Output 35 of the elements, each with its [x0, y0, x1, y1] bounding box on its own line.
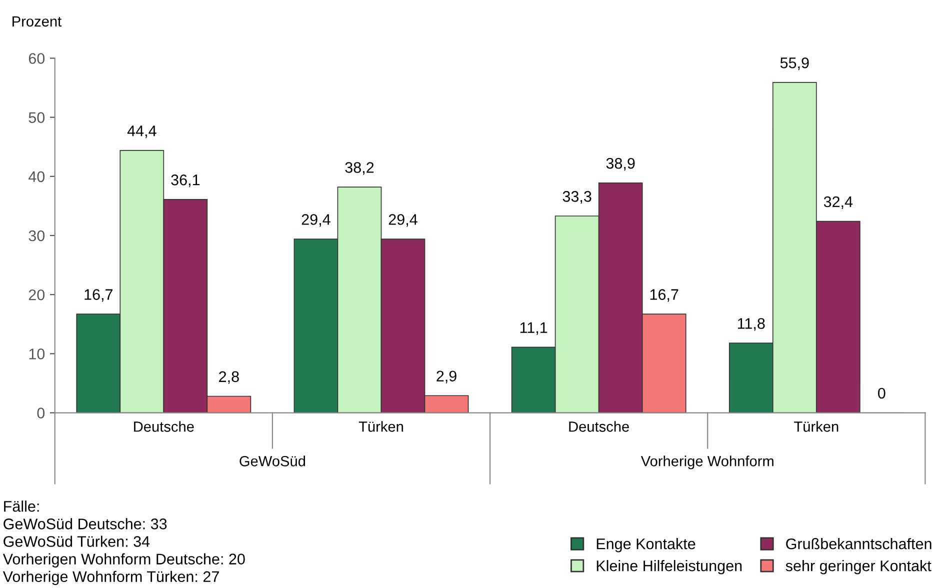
legend-label: Kleine Hilfeleistungen [596, 560, 742, 574]
x-tick-label: Türken [358, 421, 403, 432]
legend-label: sehr geringer Kontakt [786, 560, 932, 574]
y-tick-label: 0 [37, 408, 45, 418]
data-label: 32,4 [824, 196, 853, 209]
text: Vorherige Wohnform [640, 456, 774, 470]
x-tick-label: Deutsche [134, 421, 194, 432]
data-label: 16,7 [650, 289, 678, 302]
y-tick-label: 40 [28, 171, 45, 182]
data-label: 11,1 [520, 322, 548, 335]
data-label: 36,1 [171, 174, 200, 188]
data-label: 16,7 [84, 289, 112, 302]
y-axis-title: Prozent [12, 16, 62, 27]
y-tick-label: 50 [28, 112, 45, 123]
data-label: 44,4 [127, 126, 156, 138]
data-label: 29,4 [302, 214, 330, 227]
legend-label: Enge Kontakte [596, 538, 696, 552]
data-label: 2,9 [436, 370, 456, 384]
data-label: 29,4 [388, 214, 418, 227]
x-tick-label: Türken [794, 421, 838, 432]
y-tick-label: 10 [29, 348, 45, 360]
data-label: 38,9 [606, 158, 635, 171]
data-label: 55,9 [780, 57, 809, 70]
data-label: 2,8 [219, 371, 239, 384]
text: GeWoSüd [240, 456, 306, 466]
y-tick-label: 30 [28, 230, 45, 242]
data-label: 11,8 [738, 318, 765, 331]
x-tick-label: Deutsche [569, 421, 629, 432]
legend-label: Grußbekanntschaften [786, 538, 932, 550]
data-label: 0 [878, 388, 886, 399]
data-label: 38,2 [345, 162, 374, 175]
text: Fälle: GeWoSüd Deutsche: 33 GeWoSüd Türken: 34 Vorherigen Wohnform Deutsche: 20 Vorherige Wohnform Türken: 27 [2, 500, 245, 586]
data-label: 33,3 [562, 191, 592, 204]
y-tick-label: 60 [28, 53, 45, 64]
y-tick-label: 20 [28, 289, 45, 300]
